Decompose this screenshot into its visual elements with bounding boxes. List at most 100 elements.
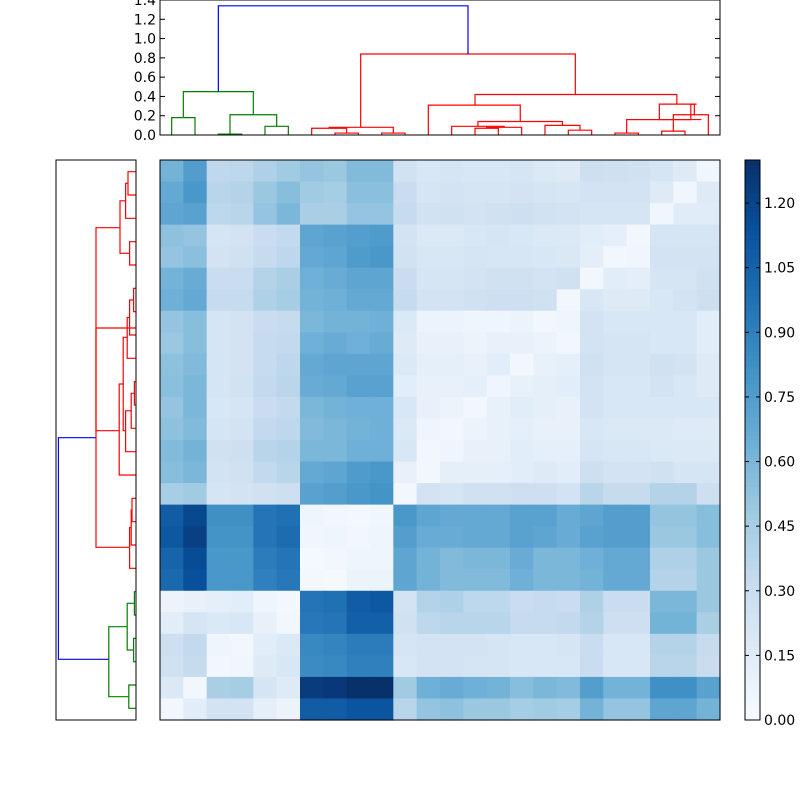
heatmap-cell: [160, 267, 184, 290]
colorbar-segment: [745, 407, 760, 413]
heatmap-cell: [463, 461, 488, 484]
heatmap-cell: [463, 547, 488, 570]
heatmap-cell: [626, 353, 651, 376]
heatmap-cell: [556, 310, 581, 333]
heatmap-cell: [603, 353, 628, 376]
heatmap-cell: [696, 526, 721, 549]
heatmap-cell: [486, 655, 511, 678]
heatmap-cell: [650, 181, 674, 204]
heatmap-cell: [533, 353, 558, 376]
heatmap-cell: [486, 267, 511, 290]
colorbar-segment: [745, 370, 760, 376]
heatmap-cell: [300, 375, 324, 398]
heatmap-cell: [463, 310, 488, 333]
colorbar-segment: [745, 701, 760, 707]
heatmap-cell: [416, 676, 441, 700]
heatmap-cell: [533, 181, 558, 204]
heatmap-cell: [206, 353, 231, 376]
heatmap-cell: [253, 612, 278, 635]
colorbar-segment: [745, 640, 760, 646]
heatmap-cell: [183, 332, 208, 355]
heatmap-cell: [696, 612, 721, 635]
heatmap-cell: [230, 375, 254, 398]
heatmap-cell: [603, 547, 628, 570]
heatmap-cell: [230, 396, 254, 420]
colorbar-segment: [745, 220, 760, 226]
heatmap-cell: [323, 655, 348, 678]
colorbar-segment: [745, 463, 760, 469]
heatmap-cell: [580, 461, 604, 484]
colorbar-segment: [745, 566, 760, 572]
heatmap-cell: [276, 590, 301, 613]
heatmap-cell: [510, 633, 534, 656]
heatmap-cell: [183, 181, 208, 204]
heatmap-cell: [416, 461, 441, 484]
heatmap-cell: [276, 547, 301, 570]
heatmap-cell: [160, 440, 184, 463]
heatmap-cell: [533, 440, 558, 463]
heatmap-cell: [160, 375, 184, 398]
heatmap-cell: [556, 440, 581, 463]
colorbar-segment: [745, 528, 760, 534]
colorbar-segment: [745, 216, 760, 222]
heatmap-cell: [230, 461, 254, 484]
heatmap-cell: [370, 676, 394, 700]
heatmap-cell: [626, 267, 651, 290]
colorbar-segment: [745, 491, 760, 497]
heatmap-cell: [603, 332, 628, 355]
heatmap-cell: [533, 267, 558, 290]
heatmap-cell: [230, 633, 254, 656]
heatmap-cell: [206, 267, 231, 290]
heatmap-cell: [556, 203, 581, 226]
heatmap-cell: [486, 246, 511, 269]
heatmap-cell: [556, 612, 581, 635]
colorbar-tick-label: 0.60: [764, 455, 795, 471]
heatmap-cell: [580, 246, 604, 269]
heatmap-cell: [370, 332, 394, 355]
heatmap-cell: [346, 483, 371, 506]
heatmap-cell: [160, 181, 184, 204]
heatmap-cell: [393, 698, 418, 721]
heatmap-cell: [323, 310, 348, 333]
top-dendrogram: 0.0 0.2 0.4 0.6 0.8 1.0 1.2 1.4: [134, 0, 721, 144]
heatmap-cell: [160, 353, 184, 376]
heatmap-cell: [393, 547, 418, 570]
heatmap-cell: [160, 676, 184, 700]
colorbar-segment: [745, 482, 760, 488]
heatmap-cell: [183, 246, 208, 269]
heatmap-cell: [323, 547, 348, 570]
top-dendrogram-link: [427, 104, 521, 135]
heatmap-cell: [673, 547, 698, 570]
heatmap-cell: [556, 461, 581, 484]
heatmap-cell: [486, 590, 511, 613]
heatmap-cell: [346, 310, 371, 333]
heatmap-cell: [626, 160, 651, 183]
heatmap-cell: [626, 590, 651, 613]
heatmap-cell: [696, 353, 721, 376]
heatmap-cell: [533, 224, 558, 247]
colorbar-segment: [745, 687, 760, 693]
heatmap-cell: [463, 418, 488, 441]
heatmap-cell: [393, 612, 418, 635]
colorbar-segment: [745, 664, 760, 670]
heatmap-cell: [556, 569, 581, 592]
heatmap-cell: [160, 418, 184, 441]
heatmap-cell: [276, 181, 301, 204]
heatmap-cell: [440, 612, 464, 635]
colorbar-segment: [745, 169, 760, 175]
heatmap-cell: [696, 504, 721, 527]
heatmap-cell: [370, 203, 394, 226]
heatmap-cell: [323, 461, 348, 484]
heatmap-cell: [696, 698, 721, 721]
heatmap-cell: [323, 676, 348, 700]
colorbar-segment: [745, 631, 760, 637]
heatmap-cell: [673, 289, 698, 312]
heatmap-cell: [650, 547, 674, 570]
heatmap-cell: [183, 289, 208, 312]
heatmap-cell: [416, 612, 441, 635]
colorbar-segment: [745, 575, 760, 581]
colorbar-segment: [745, 678, 760, 684]
heatmap-cell: [626, 181, 651, 204]
heatmap-cell: [160, 246, 184, 269]
heatmap-cell: [370, 353, 394, 376]
